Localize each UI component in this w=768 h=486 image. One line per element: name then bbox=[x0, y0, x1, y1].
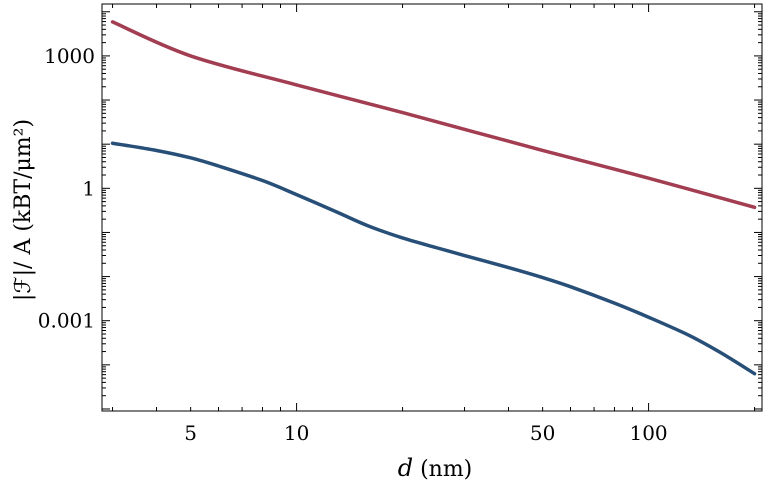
series-layer bbox=[110, 20, 757, 376]
x-tick-label: 5 bbox=[184, 421, 197, 445]
plot-frame bbox=[101, 3, 763, 412]
x-axis-label: d (nm) bbox=[398, 454, 473, 482]
y-tick-label: 0.001 bbox=[38, 309, 95, 333]
y-axis-label: |ℱ|/ A (kBT/μm²) bbox=[11, 119, 36, 301]
y-tick-label: 1 bbox=[82, 176, 95, 200]
x-tick-label: 100 bbox=[629, 421, 667, 445]
series-line-1 bbox=[110, 20, 757, 210]
x-tick-label: 10 bbox=[284, 421, 309, 445]
x-axis-label-variable: d bbox=[398, 454, 413, 482]
y-tick-label: 1000 bbox=[44, 44, 95, 68]
axis-ticks bbox=[102, 4, 762, 412]
x-axis-label-unit: (nm) bbox=[413, 457, 472, 482]
tick-labels: 5 10 50 100 1000 1 0.001 bbox=[38, 44, 668, 445]
series-line-2 bbox=[110, 141, 757, 376]
x-tick-label: 50 bbox=[530, 421, 555, 445]
